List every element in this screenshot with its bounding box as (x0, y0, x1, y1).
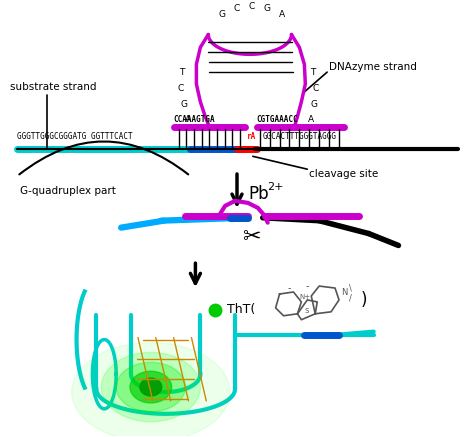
Text: cleavage site: cleavage site (310, 169, 379, 179)
Text: rA: rA (247, 132, 256, 142)
Text: ✂: ✂ (243, 228, 261, 247)
Text: A: A (279, 10, 284, 19)
Text: GGCACTTTGGGTAGGG: GGCACTTTGGGTAGGG (263, 132, 337, 142)
Ellipse shape (72, 343, 230, 437)
Text: CGTGAAACC: CGTGAAACC (257, 114, 299, 124)
Text: -: - (306, 281, 309, 291)
Text: \: \ (349, 284, 352, 292)
Text: N+: N+ (300, 294, 311, 300)
Text: N: N (341, 288, 347, 298)
Text: ): ) (361, 291, 367, 309)
Ellipse shape (140, 378, 162, 396)
Text: C: C (249, 2, 255, 11)
Text: G: G (180, 101, 187, 109)
Text: -: - (288, 283, 291, 293)
Text: T: T (179, 68, 184, 76)
Text: T: T (310, 68, 316, 76)
Text: G: G (311, 101, 318, 109)
Text: G-quadruplex part: G-quadruplex part (20, 186, 116, 196)
Text: S: S (304, 308, 309, 314)
Text: CCAAAGTGA: CCAAAGTGA (173, 114, 215, 124)
Text: /: / (349, 294, 352, 302)
Text: ThT(: ThT( (223, 303, 255, 316)
Text: G: G (263, 4, 270, 13)
Text: G: G (219, 10, 226, 19)
Text: C: C (177, 84, 183, 94)
Text: 2+: 2+ (267, 182, 283, 192)
Text: C: C (234, 4, 240, 13)
Ellipse shape (130, 371, 172, 403)
Text: DNAzyme strand: DNAzyme strand (329, 62, 417, 72)
Text: C: C (312, 84, 319, 94)
Text: substrate strand: substrate strand (10, 82, 97, 92)
Ellipse shape (116, 362, 185, 412)
Ellipse shape (101, 352, 201, 422)
Text: GGGTTGGGCGGGATG GGTTTCACT: GGGTTGGGCGGGATG GGTTTCACT (17, 132, 133, 142)
Text: A: A (185, 115, 191, 124)
Text: A: A (308, 115, 314, 124)
Text: Pb: Pb (248, 185, 268, 203)
